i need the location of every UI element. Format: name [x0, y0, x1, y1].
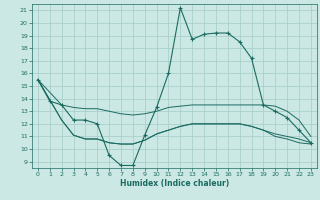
- X-axis label: Humidex (Indice chaleur): Humidex (Indice chaleur): [120, 179, 229, 188]
